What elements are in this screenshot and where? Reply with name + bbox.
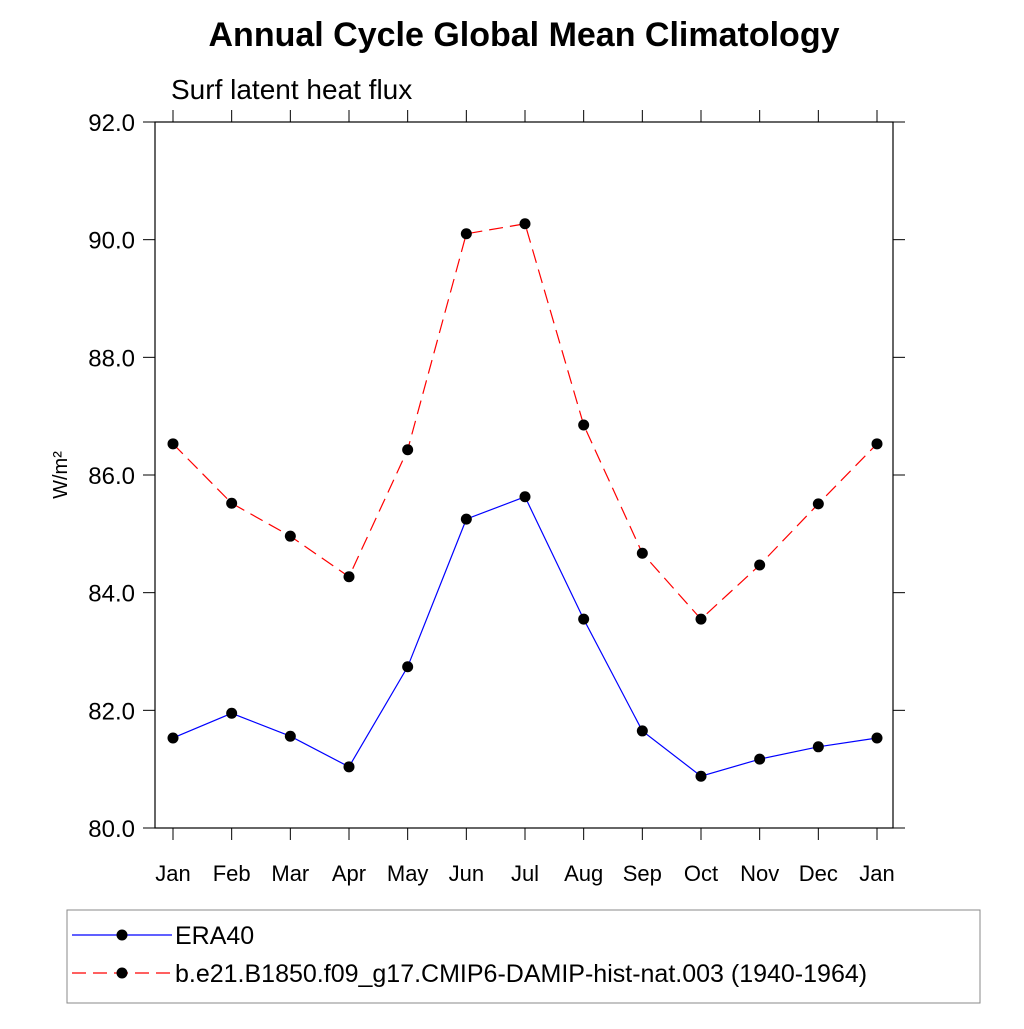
- data-point: [460, 228, 472, 240]
- data-point: [519, 218, 531, 230]
- data-point: [578, 613, 590, 625]
- legend-marker: [116, 929, 128, 941]
- y-tick-label: 80.0: [88, 816, 135, 843]
- data-point: [519, 491, 531, 503]
- data-point: [754, 753, 766, 765]
- data-point: [695, 770, 707, 782]
- x-tick-label: Apr: [332, 861, 366, 886]
- x-tick-label: Dec: [799, 861, 838, 886]
- x-tick-label: Aug: [564, 861, 603, 886]
- x-tick-label: Oct: [684, 861, 718, 886]
- legend-box: [66, 909, 981, 1004]
- data-point: [167, 438, 179, 450]
- y-tick-label: 90.0: [88, 228, 135, 255]
- y-tick-label: 86.0: [88, 463, 135, 490]
- y-tick-label: 82.0: [88, 698, 135, 725]
- data-point: [167, 732, 179, 744]
- x-tick-label: Jun: [449, 861, 484, 886]
- series-line: [172, 496, 878, 777]
- data-point: [460, 513, 472, 525]
- data-point: [871, 732, 883, 744]
- y-tick-label: 84.0: [88, 581, 135, 608]
- x-tick-label: Jan: [859, 861, 894, 886]
- data-point: [812, 498, 824, 510]
- x-tick-label: Nov: [740, 861, 779, 886]
- legend-label: b.e21.B1850.f09_g17.CMIP6-DAMIP-hist-nat…: [175, 960, 867, 988]
- data-point: [636, 547, 648, 559]
- data-point: [226, 497, 238, 509]
- data-point: [812, 741, 824, 753]
- x-tick-label: Sep: [623, 861, 662, 886]
- data-point: [402, 444, 414, 456]
- series-line: [172, 223, 878, 620]
- data-point: [402, 661, 414, 673]
- x-tick-label: Mar: [271, 861, 309, 886]
- x-tick-label: Feb: [213, 861, 251, 886]
- data-point: [284, 530, 296, 542]
- chart-title: Annual Cycle Global Mean Climatology: [209, 16, 840, 54]
- data-point: [343, 571, 355, 583]
- y-tick-label: 88.0: [88, 345, 135, 372]
- y-axis-label: W/m²: [50, 451, 72, 499]
- y-tick-label: 92.0: [88, 110, 135, 137]
- x-tick-label: Jul: [511, 861, 539, 886]
- data-point: [754, 559, 766, 571]
- data-point: [343, 761, 355, 773]
- data-point: [636, 725, 648, 737]
- chart-subtitle: Surf latent heat flux: [171, 74, 412, 105]
- data-point: [226, 707, 238, 719]
- legend-marker: [116, 967, 128, 979]
- data-point: [695, 613, 707, 625]
- legend-label: ERA40: [175, 922, 254, 950]
- x-tick-label: May: [387, 861, 429, 886]
- data-point: [284, 730, 296, 742]
- x-tick-label: Jan: [155, 861, 190, 886]
- data-point: [871, 438, 883, 450]
- data-point: [578, 419, 590, 431]
